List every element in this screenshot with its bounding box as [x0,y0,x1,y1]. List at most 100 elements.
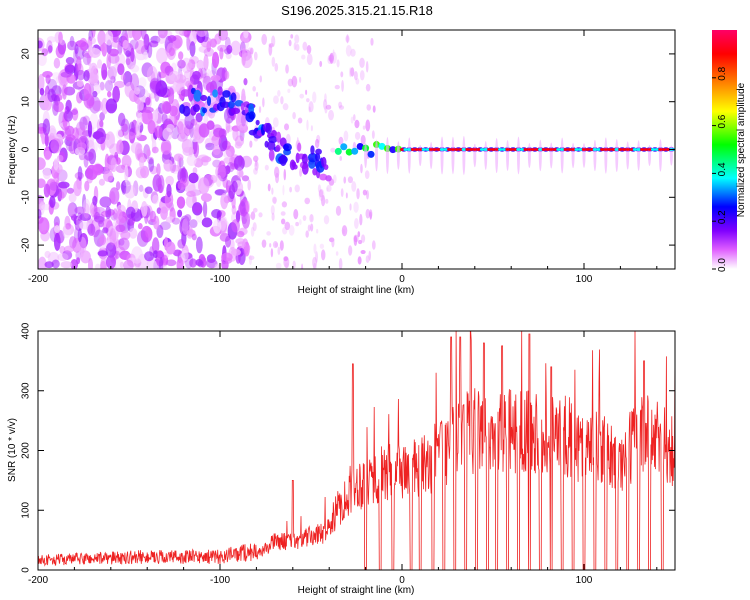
noise-speck [248,255,252,265]
noise-blob [233,155,245,171]
noise-blob [165,259,177,267]
noise-blob [42,167,52,180]
noise-blob [202,75,213,91]
noise-blob [159,221,171,231]
noise-speck [261,239,267,248]
line-core [643,148,649,151]
line-core [436,148,441,151]
noise-speck [302,215,307,221]
line-core [585,148,590,151]
noise-blob [144,251,155,262]
noise-blob [147,156,155,165]
line-core [618,148,623,151]
noise-blob [236,113,248,131]
noise-blob [121,180,127,195]
noise-blob [80,250,91,264]
noise-speck [301,54,306,60]
noise-blob [124,184,136,199]
line-core [501,148,507,151]
trace-blob [279,154,287,167]
noise-blob [131,246,143,264]
noise-speck [366,104,372,111]
noise-blob [91,30,96,38]
noise-blob [215,174,222,188]
noise-blob [57,181,70,189]
noise-blob [46,36,56,43]
noise-speck [336,59,340,68]
noise-blob [88,37,97,45]
line-core [610,148,616,151]
noise-blob [205,258,218,269]
noise-speck [343,176,347,184]
noise-blob [124,81,135,98]
noise-speck [306,53,313,66]
noise-speck [365,83,371,92]
noise-speck [252,86,256,92]
noise-speck [364,170,370,179]
noise-blob [94,211,100,220]
trace-blob [193,89,202,102]
noise-speck [280,96,284,105]
noise-speck [277,246,281,255]
noise-blob [65,99,72,112]
noise-blob [60,261,73,269]
noise-blob [45,74,51,85]
noise-speck [299,219,302,226]
noise-blob [107,91,112,98]
noise-speck [245,213,251,220]
noise-blob [186,62,193,73]
noise-blob [101,42,108,57]
trace-blob [301,162,309,175]
line-smear [571,142,575,169]
noise-speck [341,79,344,92]
noise-blob [130,64,140,73]
noise-blob [105,255,116,269]
noise-speck [280,218,286,225]
noise-blob [118,112,126,127]
noise-blob [53,225,61,234]
line-core [472,148,477,151]
noise-blob [155,80,168,97]
noise-blob [79,116,88,131]
line-core [625,148,630,151]
noise-speck [321,249,326,261]
noise-blob [97,30,106,46]
noise-blob [142,51,149,60]
noise-speck [305,89,308,95]
noise-speck [287,88,291,93]
noise-speck [310,223,314,232]
noise-speck [289,186,293,193]
noise-blob [73,180,82,197]
noise-speck [288,39,292,47]
noise-blob [234,141,242,149]
noise-speck [338,101,343,108]
noise-speck [269,243,272,248]
noise-blob [110,157,117,173]
noise-blob [192,140,200,158]
noise-speck [274,166,280,178]
noise-blob [177,181,187,191]
noise-blob [76,79,84,88]
noise-blob [114,53,126,68]
noise-blob [189,41,196,57]
noise-blob [62,250,73,260]
noise-speck [249,140,253,148]
noise-speck [313,243,317,254]
noise-speck [258,212,263,218]
noise-blob [67,202,76,217]
noise-blob [192,167,198,174]
noise-blob [41,220,47,234]
noise-speck [288,225,295,236]
trace-blob [323,164,329,170]
noise-blob [169,105,178,117]
noise-speck [255,159,258,167]
noise-blob [140,165,150,179]
line-smear [604,137,608,174]
noise-speck [306,98,310,103]
line-smear [396,141,400,170]
noise-blob [182,146,195,157]
noise-speck [295,221,299,227]
noise-blob [221,216,228,231]
noise-blob [175,30,183,35]
x-tick-label: 100 [576,575,593,586]
